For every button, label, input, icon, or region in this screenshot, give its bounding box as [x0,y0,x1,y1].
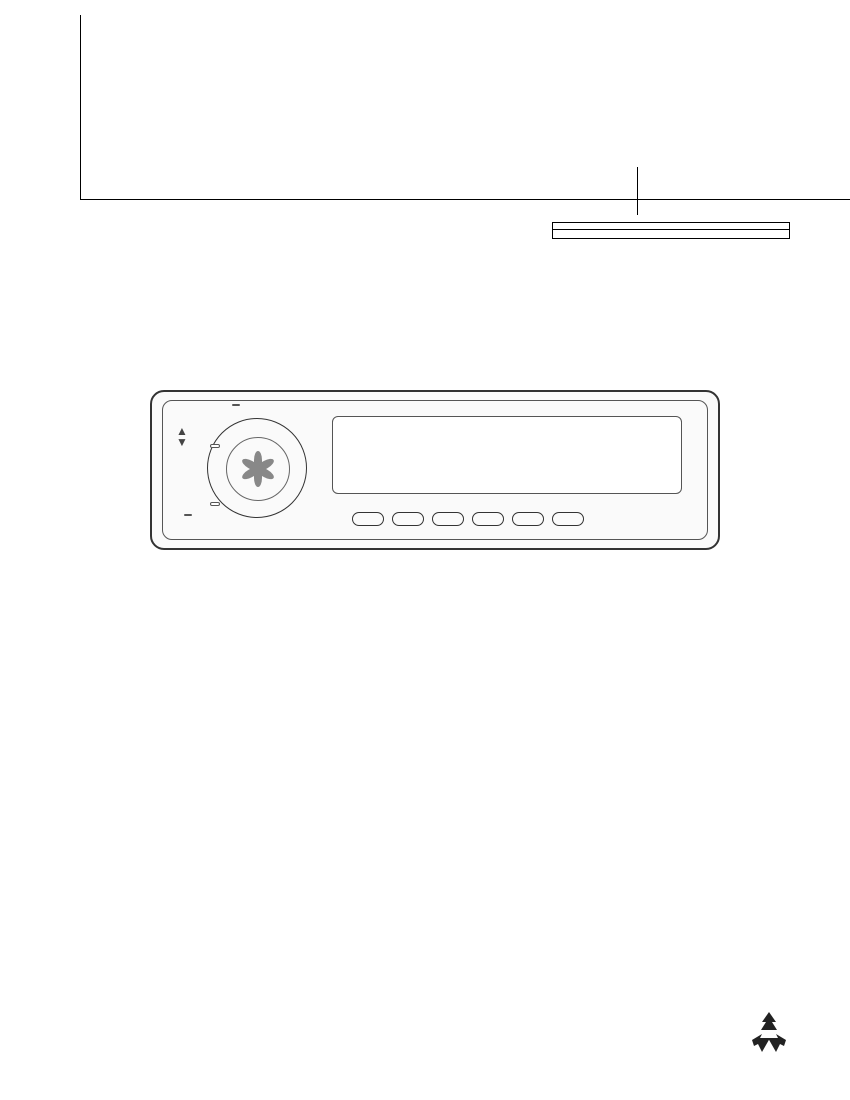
main-knob [207,418,307,518]
fan-icon [236,447,280,491]
volume-arrows-icon: ▲▼ [176,426,188,448]
receiver-face: ▲▼ [150,390,720,550]
preset-button [352,512,384,526]
att-button [184,514,192,516]
preset-button [432,512,464,526]
mechanism-extension-cord-box [552,222,790,239]
header-box [80,15,850,200]
accessory-parts-area [90,695,790,1005]
preset-button [552,512,584,526]
mechanism-title [553,223,789,230]
header-divider [637,167,638,215]
fm-button [210,444,220,448]
preset-button [392,512,424,526]
preset-row [352,512,584,526]
src-button [232,404,240,406]
display-window [332,416,682,494]
mechanism-row [553,234,789,238]
recycle-icon [746,1010,792,1056]
receiver-diagram: ▲▼ [150,390,720,550]
preset-button [512,512,544,526]
am-button [210,502,220,506]
preset-button [472,512,504,526]
recycle-badge [746,1010,792,1056]
